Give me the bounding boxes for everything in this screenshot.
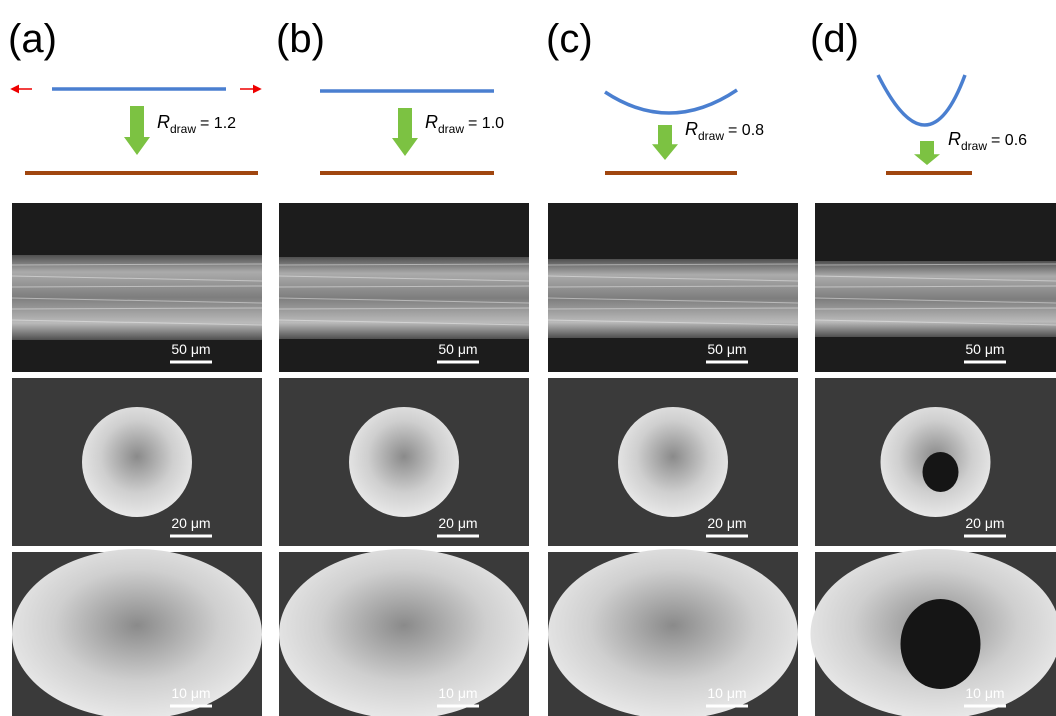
scale-bar-label: 10 μm: [171, 685, 210, 701]
sem-blob: [12, 549, 262, 716]
sem-fiber: [12, 255, 262, 340]
panel-label: (d): [810, 17, 859, 61]
scale-bar-label: 20 μm: [171, 515, 210, 531]
sem-hole: [901, 599, 981, 689]
scale-bar-label: 10 μm: [965, 685, 1004, 701]
panel-label: (c): [546, 17, 593, 61]
sem-blob: [82, 407, 192, 517]
r-value: = 0.8: [728, 122, 764, 139]
scale-bar-label: 50 μm: [965, 341, 1004, 357]
r-symbol: R: [425, 112, 438, 132]
draw-arrow: [124, 106, 150, 155]
sem-hole: [923, 452, 959, 492]
draw-arrow: [652, 125, 678, 160]
draw-arrow: [914, 141, 940, 165]
precursor-line: [878, 75, 965, 125]
figure: (a) Rdraw = 1.2 50 μm 20 μm 10 μm (b) Rdraw = 1.…: [0, 0, 1056, 716]
r-symbol: R: [685, 119, 698, 139]
r-draw-text: Rdraw = 1.0: [425, 112, 504, 136]
r-draw-text: Rdraw = 0.6: [948, 129, 1027, 153]
scale-bar-label: 20 μm: [438, 515, 477, 531]
r-subscript: draw: [438, 122, 464, 136]
scale-bar-label: 50 μm: [171, 341, 210, 357]
r-draw-text: Rdraw = 1.2: [157, 112, 236, 136]
sem-blob: [548, 549, 798, 716]
scale-bar-label: 20 μm: [965, 515, 1004, 531]
panel-label: (b): [276, 17, 325, 61]
sem-blob: [279, 549, 529, 716]
r-symbol: R: [157, 112, 170, 132]
precursor-line: [605, 90, 737, 113]
sem-blob: [349, 407, 459, 517]
r-value: = 1.2: [200, 115, 236, 132]
r-value: = 0.6: [991, 132, 1027, 149]
scale-bar-label: 20 μm: [707, 515, 746, 531]
scale-bar-label: 10 μm: [707, 685, 746, 701]
panel-label: (a): [8, 17, 57, 61]
scale-bar-label: 50 μm: [707, 341, 746, 357]
r-value: = 1.0: [468, 115, 504, 132]
scale-bar-label: 50 μm: [438, 341, 477, 357]
draw-arrow: [392, 108, 418, 156]
r-symbol: R: [948, 129, 961, 149]
sem-fiber: [279, 257, 529, 339]
r-draw-text: Rdraw = 0.8: [685, 119, 764, 143]
r-subscript: draw: [170, 122, 196, 136]
r-subscript: draw: [961, 139, 987, 153]
sem-blob: [618, 407, 728, 517]
r-subscript: draw: [698, 129, 724, 143]
scale-bar-label: 10 μm: [438, 685, 477, 701]
